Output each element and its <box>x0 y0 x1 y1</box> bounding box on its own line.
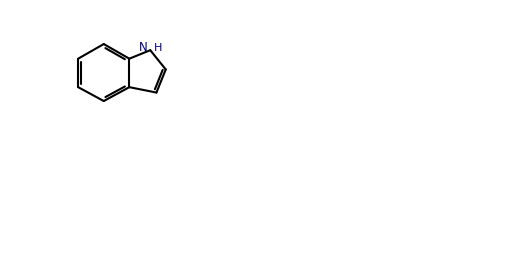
Text: N: N <box>139 41 148 54</box>
Text: H: H <box>154 43 162 53</box>
